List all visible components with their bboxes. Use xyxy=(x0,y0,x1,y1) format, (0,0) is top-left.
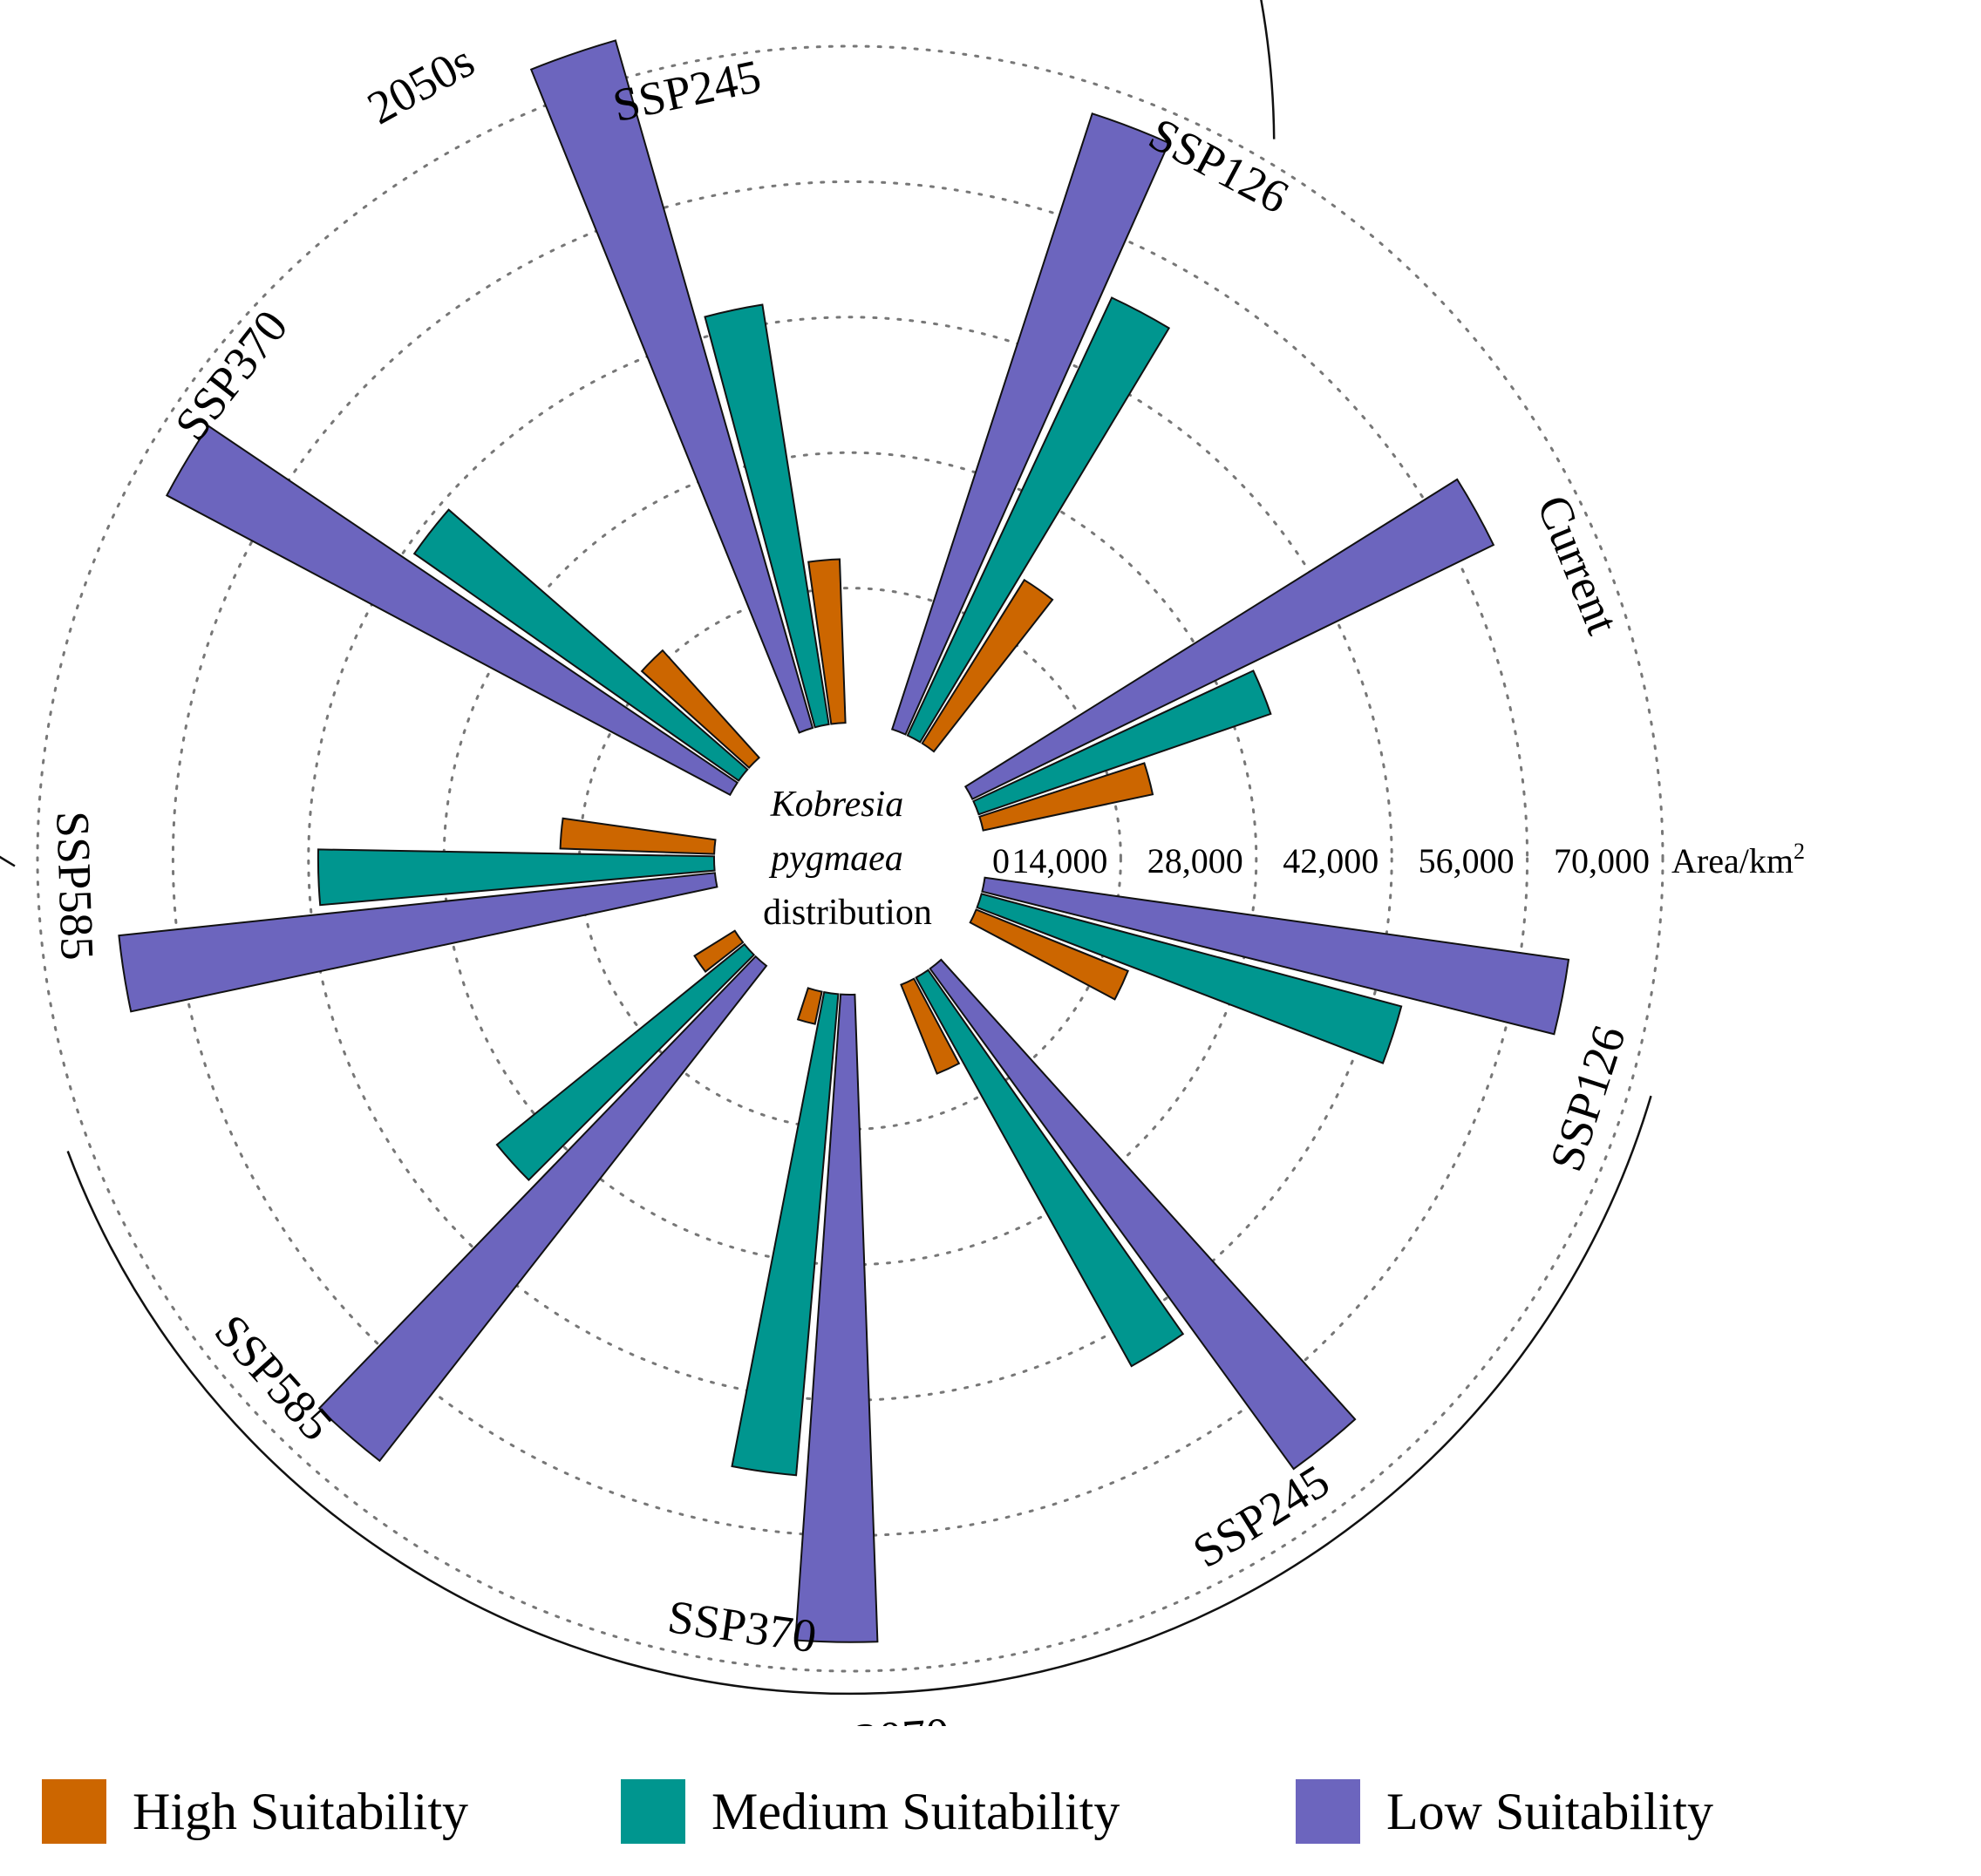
bar-medium-suitability-6 xyxy=(731,990,840,1477)
center-label-line1: Kobresia xyxy=(770,785,903,825)
bar-high-suitability-8 xyxy=(969,908,1130,1001)
axis-unit-label: Area/km2 xyxy=(1671,839,1805,880)
legend-swatch-medium xyxy=(621,1779,685,1844)
legend-label-high: High Suitability xyxy=(133,1783,469,1840)
bar-high-suitability-2 xyxy=(807,558,847,725)
bar-low-suitability-3 xyxy=(165,425,739,797)
scenario-label-8: SSP126 xyxy=(1540,1019,1636,1177)
axis-tick-2: 28,000 xyxy=(1147,841,1243,880)
radial-axis-ticks: 0 14,000 28,000 42,000 56,000 70,000 Area/km2 xyxy=(992,839,1805,880)
grid-ring-3 xyxy=(307,316,1393,1402)
period-label-1: 2070s xyxy=(854,1706,970,1726)
legend-item-medium: Medium Suitability xyxy=(621,1778,1120,1845)
period-label-0: 2050s xyxy=(359,34,483,134)
legend: High Suitability Medium Suitability Low … xyxy=(0,1778,1981,1857)
bar-medium-suitability-7 xyxy=(915,969,1185,1368)
bar-high-suitability-0 xyxy=(978,762,1154,832)
bar-low-suitability-5 xyxy=(317,955,768,1463)
bar-high-suitability-5 xyxy=(693,929,745,974)
bar-low-suitability-0 xyxy=(963,478,1495,800)
legend-item-low: Low Suitability xyxy=(1296,1778,1713,1845)
bar-low-suitability-7 xyxy=(929,958,1357,1471)
legend-swatch-low xyxy=(1296,1779,1360,1844)
bar-medium-suitability-0 xyxy=(972,670,1272,816)
bar-low-suitability-8 xyxy=(981,876,1570,1036)
bar-high-suitability-6 xyxy=(796,987,823,1025)
axis-tick-1: 14,000 xyxy=(1011,841,1107,880)
axis-tick-0: 0 xyxy=(992,841,1010,880)
bar-medium-suitability-2 xyxy=(704,303,830,729)
legend-swatch-high xyxy=(42,1779,106,1844)
data-bars xyxy=(118,39,1570,1643)
legend-label-low: Low Suitability xyxy=(1386,1783,1713,1840)
bar-low-suitability-2 xyxy=(529,39,814,734)
bar-high-suitability-3 xyxy=(640,649,761,770)
scenario-label-3: SSP370 xyxy=(165,301,298,451)
center-label: Kobresia pygmaea distribution xyxy=(763,785,932,933)
grid-ring-1 xyxy=(578,587,1122,1131)
bar-medium-suitability-5 xyxy=(495,942,756,1182)
axis-tick-4: 56,000 xyxy=(1419,841,1515,880)
grid-ring-5 xyxy=(36,44,1664,1673)
bar-medium-suitability-4 xyxy=(317,848,716,907)
bar-high-suitability-4 xyxy=(559,817,717,855)
radial-bar-chart: CurrentSSP126SSP245SSP370SSP585SSP585SSP… xyxy=(0,0,1805,1726)
center-label-line3: distribution xyxy=(763,893,932,933)
bar-low-suitability-6 xyxy=(794,993,879,1643)
bar-high-suitability-1 xyxy=(921,578,1054,753)
axis-tick-5: 70,000 xyxy=(1554,841,1650,880)
legend-item-high: High Suitability xyxy=(42,1778,468,1845)
scenario-label-4: SSP585 xyxy=(46,810,104,961)
scenario-label-0: Current xyxy=(1527,488,1629,641)
center-label-line2: pygmaea xyxy=(768,839,903,879)
bar-high-suitability-7 xyxy=(900,977,961,1075)
legend-label-medium: Medium Suitability xyxy=(711,1783,1120,1840)
bar-medium-suitability-1 xyxy=(906,296,1171,744)
axis-tick-3: 42,000 xyxy=(1283,841,1379,880)
period-arc-1 xyxy=(66,1095,1652,1696)
scenario-label-6: SSP370 xyxy=(664,1590,820,1662)
bar-medium-suitability-3 xyxy=(412,508,749,782)
bar-low-suitability-4 xyxy=(118,872,718,1013)
bar-medium-suitability-8 xyxy=(976,893,1403,1064)
bar-low-suitability-1 xyxy=(890,112,1170,736)
